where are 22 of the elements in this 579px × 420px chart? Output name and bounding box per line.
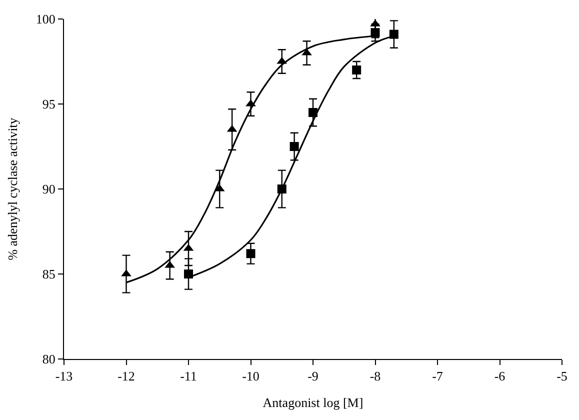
x-tick-label: -5	[556, 368, 568, 384]
y-tick-label: 90	[42, 182, 56, 197]
point	[352, 66, 362, 74]
point	[290, 142, 299, 151]
x-axis-title: Antagonist log [M]	[262, 395, 364, 410]
y-tick-label: 85	[42, 266, 56, 282]
point	[370, 28, 380, 38]
y-axis-title: % adenylyl cyclase activity	[4, 117, 20, 260]
point	[246, 249, 256, 258]
y-tick-label: 95	[42, 96, 56, 112]
x-tick-label: -6	[494, 368, 506, 384]
y-tick-label: 80	[42, 352, 56, 367]
y-tick-label: 100	[36, 12, 56, 27]
point	[389, 30, 398, 39]
x-tick-label: -12	[118, 368, 135, 384]
x-tick-label: -8	[370, 368, 381, 384]
point	[184, 270, 193, 278]
x-tick-label: -9	[308, 368, 318, 384]
x-tick-label: -13	[55, 368, 73, 384]
x-tick-label: -10	[242, 368, 260, 384]
x-tick-label: -11	[180, 368, 197, 384]
x-tick-label: -7	[432, 368, 444, 384]
